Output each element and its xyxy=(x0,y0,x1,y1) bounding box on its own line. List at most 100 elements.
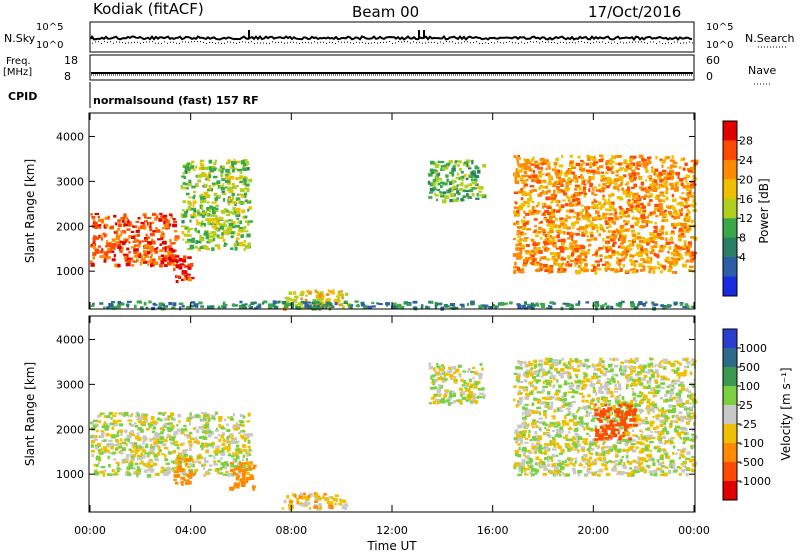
power-cell xyxy=(106,306,110,310)
power-cell xyxy=(631,201,634,205)
velocity-cell xyxy=(250,467,256,470)
velocity-cell xyxy=(605,472,611,477)
power-cell xyxy=(272,300,277,304)
velocity-cell xyxy=(242,454,246,458)
nsearch-trace-dot xyxy=(215,42,216,44)
velocity-cell xyxy=(469,401,474,405)
power-cell xyxy=(194,227,197,232)
nsearch-trace-dot xyxy=(131,42,132,44)
power-cell xyxy=(556,225,559,229)
power-cell xyxy=(680,223,683,227)
power-cell xyxy=(217,184,221,189)
power-cell xyxy=(336,299,340,304)
velocity-cell xyxy=(161,411,164,415)
power-cell xyxy=(163,264,168,267)
power-cell xyxy=(662,304,667,308)
power-cell xyxy=(243,176,248,179)
velocity-cell xyxy=(693,378,696,382)
power-cell xyxy=(183,270,186,274)
power-cell xyxy=(647,186,652,190)
power-cell xyxy=(630,301,635,305)
power-cell xyxy=(292,299,298,303)
power-cell xyxy=(190,216,195,219)
velocity-cell xyxy=(243,480,249,484)
velocity-cell xyxy=(175,481,179,485)
velocity-cell xyxy=(99,451,104,455)
velocity-cell xyxy=(518,468,521,472)
power-cell xyxy=(622,213,626,218)
power-cell xyxy=(164,249,167,253)
velocity-cell xyxy=(95,424,100,427)
velocity-cell xyxy=(648,369,653,373)
nsearch-trace-dot xyxy=(404,41,405,43)
power-cell xyxy=(128,251,131,254)
power-cell xyxy=(532,250,536,254)
power-cell xyxy=(535,242,539,247)
velocity-cell xyxy=(621,455,624,458)
power-cell xyxy=(201,215,205,218)
power-cell xyxy=(90,304,95,307)
power-cell xyxy=(205,209,208,214)
power-cell xyxy=(591,253,597,256)
velocity-cell xyxy=(232,458,238,463)
power-cell xyxy=(605,171,609,175)
power-cell xyxy=(476,193,479,197)
power-cell xyxy=(123,255,127,260)
nsearch-trace-dot xyxy=(521,41,522,43)
power-cell xyxy=(665,256,670,260)
power-cell xyxy=(337,296,340,299)
power-cell xyxy=(602,245,605,250)
power-cell xyxy=(559,249,565,253)
velocity-cell xyxy=(654,380,658,385)
velocity-cell xyxy=(145,445,149,449)
power-cell xyxy=(517,157,520,161)
velocity-cell xyxy=(149,465,152,468)
velocity-cell xyxy=(185,429,188,432)
power-cell xyxy=(595,303,599,307)
nsearch-trace-dot xyxy=(662,42,663,44)
power-cell xyxy=(690,250,694,254)
velocity-cell xyxy=(201,447,204,451)
nsearch-trace-dot xyxy=(500,42,501,44)
power-cell xyxy=(588,213,591,217)
power-cell xyxy=(621,224,625,229)
velocity-cell xyxy=(637,377,642,381)
nsearch-trace-dot xyxy=(692,42,693,44)
power-cell xyxy=(678,178,684,182)
power-cell xyxy=(600,175,606,179)
power-cell xyxy=(115,237,121,240)
power-cell xyxy=(187,256,192,259)
power-cell xyxy=(689,254,695,258)
power-cell xyxy=(207,178,211,182)
velocity-cell xyxy=(645,438,649,443)
power-cell xyxy=(518,204,522,208)
power-cell xyxy=(213,162,217,166)
velocity-cell xyxy=(524,379,528,383)
velocity-cell xyxy=(640,382,644,385)
power-cell xyxy=(690,236,694,239)
velocity-cell xyxy=(520,440,524,445)
nsearch-trace-dot xyxy=(143,42,144,43)
velocity-cell xyxy=(626,439,631,443)
power-cell xyxy=(91,216,96,219)
power-cell xyxy=(565,214,569,218)
power-cell xyxy=(241,228,245,232)
power-cell xyxy=(181,305,185,308)
velocity-cell xyxy=(574,373,579,376)
velocity-cell xyxy=(572,463,576,467)
power-cell xyxy=(556,209,561,213)
power-cell xyxy=(619,304,622,308)
power-cell xyxy=(203,174,208,178)
power-cell xyxy=(187,200,191,204)
power-cell xyxy=(180,225,186,228)
velocity-cell xyxy=(130,430,135,434)
power-cell xyxy=(634,207,639,211)
power-cell xyxy=(622,264,625,268)
power-cell xyxy=(147,250,151,255)
velocity-cell xyxy=(296,497,299,501)
power-cell xyxy=(516,256,522,260)
velocity-cell xyxy=(328,496,333,499)
power-cell xyxy=(522,186,526,189)
power-cell xyxy=(676,251,679,254)
nave-label: Nave xyxy=(748,64,776,77)
